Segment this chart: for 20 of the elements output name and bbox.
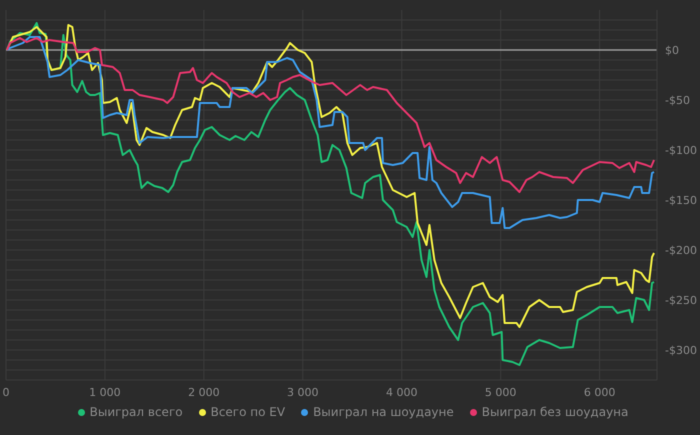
x-tick-label: 2 000	[188, 386, 220, 399]
y-tick-label: -$300	[665, 344, 697, 357]
x-tick-label: 4 000	[386, 386, 418, 399]
x-tick-label: 6 000	[584, 386, 616, 399]
y-tick-label: -$250	[665, 294, 697, 307]
legend-label: Выиграл без шоудауна	[482, 405, 628, 419]
y-tick-label: -$50	[665, 94, 690, 107]
x-tick-label: 0	[2, 386, 10, 399]
legend-label: Всего по EV	[210, 405, 286, 419]
x-tick-label: 3 000	[287, 386, 319, 399]
y-tick-label: -$150	[665, 194, 697, 207]
legend-label: Выиграл всего	[90, 405, 183, 419]
y-tick-label: $0	[665, 44, 679, 57]
y-tick-label: -$100	[665, 144, 697, 157]
x-tick-label: 5 000	[484, 386, 516, 399]
line-series	[6, 37, 656, 193]
legend-label: Выиграл на шоудауне	[313, 405, 454, 419]
line-series	[6, 36, 656, 229]
y-tick-label: -$200	[665, 244, 697, 257]
x-tick-label: 1 000	[89, 386, 121, 399]
